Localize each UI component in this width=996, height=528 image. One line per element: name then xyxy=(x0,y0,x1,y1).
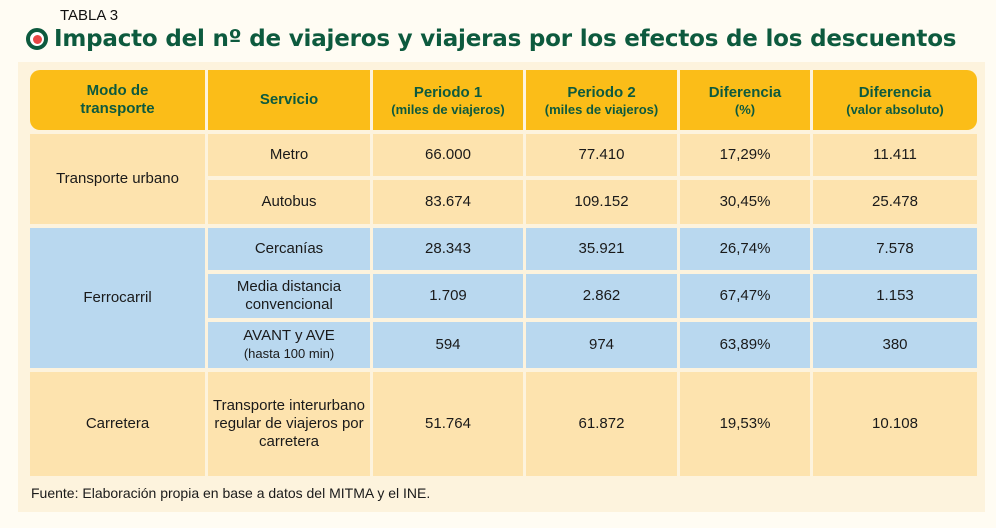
header-periodo2: Periodo 2 (miles de viajeros) xyxy=(526,70,677,130)
cell-abs: 380 xyxy=(813,322,977,368)
data-table: Modo de transporte Servicio Periodo 1 (mi… xyxy=(30,70,977,476)
cell-p1: 594 xyxy=(373,322,523,368)
cell-p1: 66.000 xyxy=(373,134,523,176)
cell-p1: 51.764 xyxy=(373,372,523,476)
cell-servicio: Media distancia convencional xyxy=(208,274,370,318)
header-diferencia-pct: Diferencia (%) xyxy=(680,70,810,130)
table-title: Impacto del nº de viajeros y viajeras po… xyxy=(26,26,956,52)
cell-abs: 7.578 xyxy=(813,228,977,270)
cell-servicio: AVANT y AVE (hasta 100 min) xyxy=(208,322,370,368)
cell-p2: 109.152 xyxy=(526,180,677,224)
group-ferrocarril: Ferrocarril xyxy=(30,228,205,368)
target-icon xyxy=(26,28,48,50)
cell-pct: 26,74% xyxy=(680,228,810,270)
cell-p1: 1.709 xyxy=(373,274,523,318)
header-modo: Modo de transporte xyxy=(30,70,205,130)
header-diferencia-abs: Diferencia (valor absoluto) xyxy=(813,70,977,130)
cell-pct: 30,45% xyxy=(680,180,810,224)
page-title: Impacto del nº de viajeros y viajeras po… xyxy=(54,26,957,52)
header-periodo1: Periodo 1 (miles de viajeros) xyxy=(373,70,523,130)
cell-p2: 61.872 xyxy=(526,372,677,476)
group-carretera: Carretera xyxy=(30,372,205,476)
group-transporte-urbano: Transporte urbano xyxy=(30,134,205,224)
cell-p2: 77.410 xyxy=(526,134,677,176)
source-note: Fuente: Elaboración propia en base a dat… xyxy=(31,485,431,501)
cell-p2: 974 xyxy=(526,322,677,368)
cell-servicio: Transporte interurbano regular de viajer… xyxy=(208,372,370,476)
header-servicio: Servicio xyxy=(208,70,370,130)
cell-abs: 1.153 xyxy=(813,274,977,318)
cell-pct: 63,89% xyxy=(680,322,810,368)
cell-p2: 2.862 xyxy=(526,274,677,318)
cell-abs: 10.108 xyxy=(813,372,977,476)
cell-servicio: Cercanías xyxy=(208,228,370,270)
cell-p2: 35.921 xyxy=(526,228,677,270)
cell-servicio: Autobus xyxy=(208,180,370,224)
cell-p1: 28.343 xyxy=(373,228,523,270)
cell-abs: 25.478 xyxy=(813,180,977,224)
cell-pct: 67,47% xyxy=(680,274,810,318)
cell-servicio: Metro xyxy=(208,134,370,176)
cell-pct: 17,29% xyxy=(680,134,810,176)
cell-p1: 83.674 xyxy=(373,180,523,224)
cell-pct: 19,53% xyxy=(680,372,810,476)
table-label: TABLA 3 xyxy=(60,7,119,24)
cell-abs: 11.411 xyxy=(813,134,977,176)
